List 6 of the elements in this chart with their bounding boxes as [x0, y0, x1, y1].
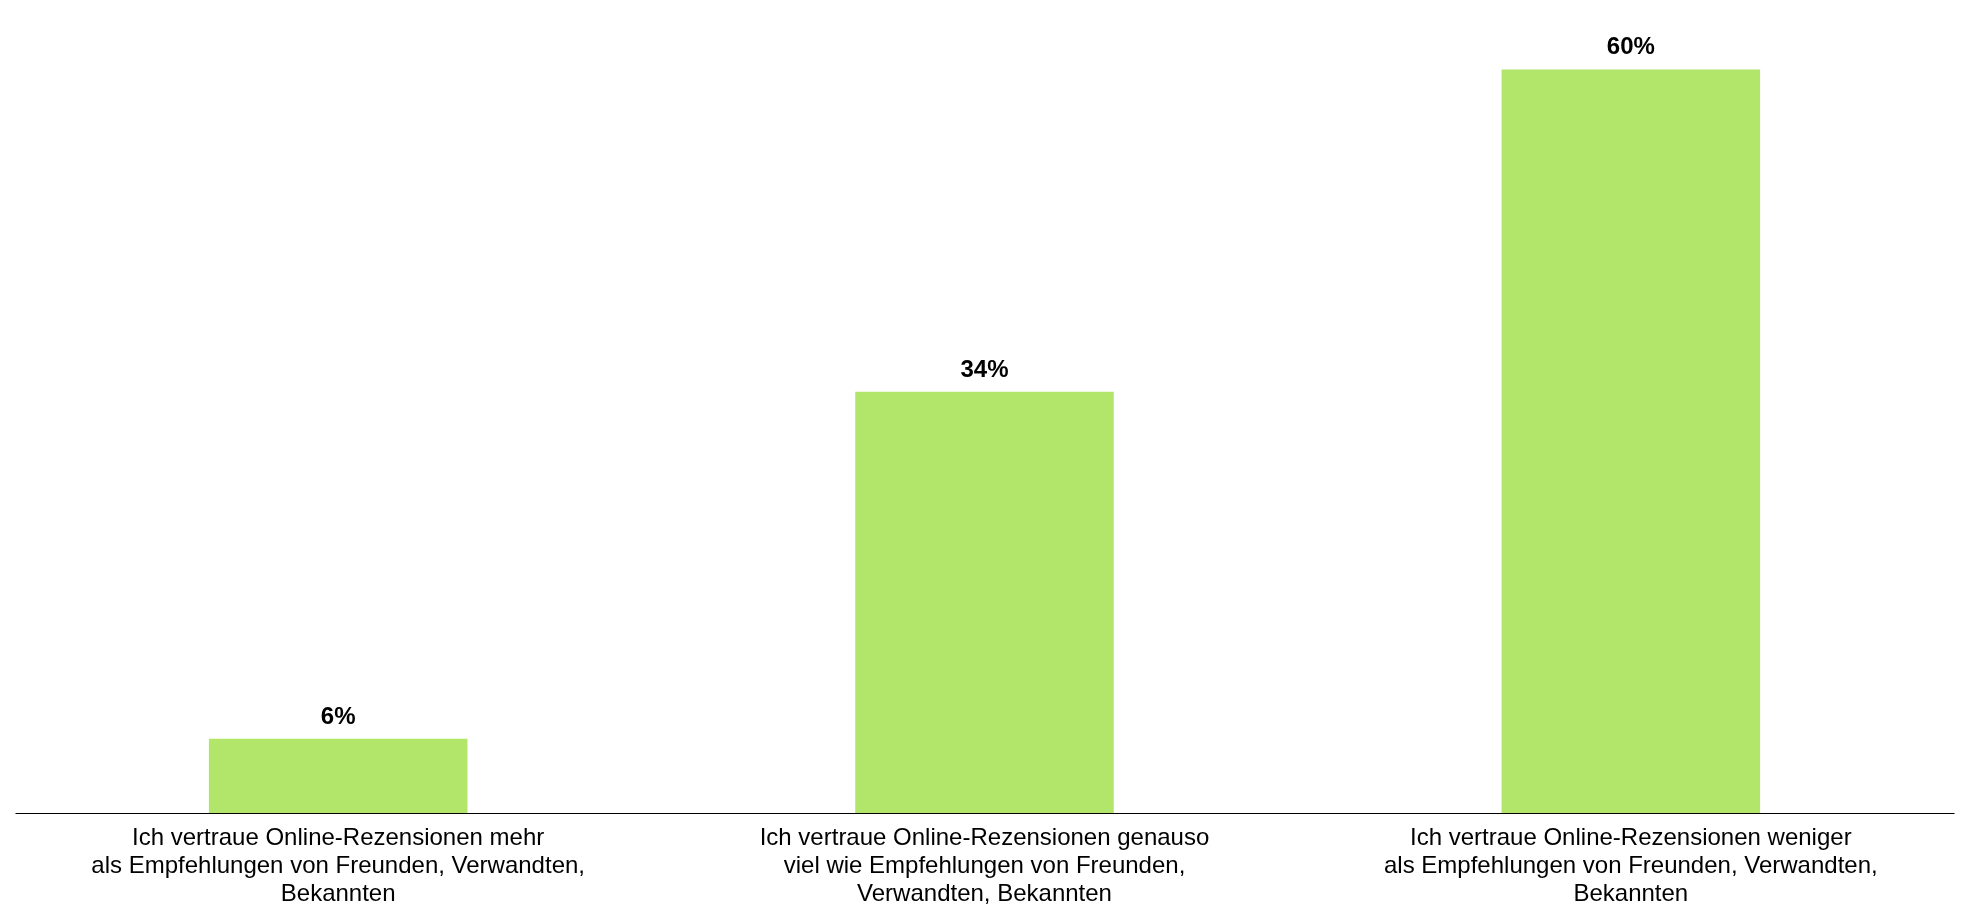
x-tick-label: Ich vertraue Online-Rezensionen weniger als Empfehlungen von Freunden, Verwandten, Bekannten [1384, 822, 1878, 906]
data-label: 60% [1606, 32, 1655, 60]
x-tick-label: Ich vertraue Online-Rezensionen genauso viel wie Empfehlungen von Freunden, Verwandten, Bekannten [759, 822, 1210, 906]
data-label: 6% [320, 701, 356, 729]
x-tick-label: Ich vertraue Online-Rezensionen mehr als Empfehlungen von Freunden, Verwandten, Bekannten [91, 822, 585, 906]
data-label: 34% [960, 354, 1009, 382]
